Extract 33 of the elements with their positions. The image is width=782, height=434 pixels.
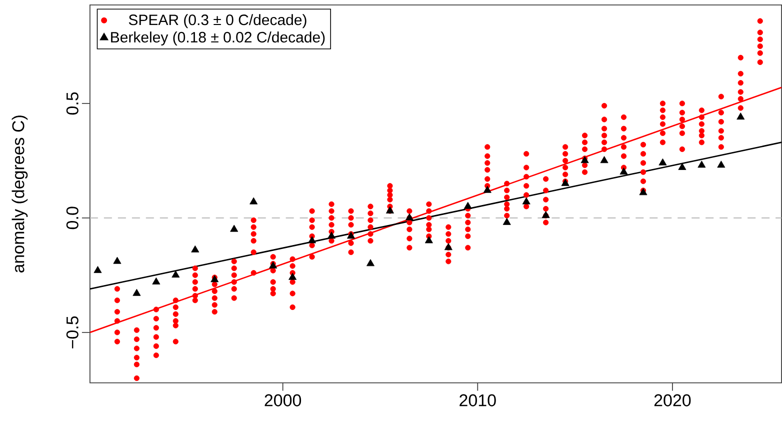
point [736,112,745,120]
point [483,186,492,193]
point [717,160,726,168]
point [366,259,374,266]
point [308,236,316,244]
point [464,202,472,209]
y-tick-label: 0.5 [66,92,78,115]
point [250,197,258,204]
y-tick-label: 0.0 [66,206,78,230]
point [522,197,530,204]
y-axis-title: anomaly (degrees C) [12,116,28,273]
point [172,270,180,278]
point [94,266,102,274]
point [288,272,297,280]
point [152,278,160,285]
point [328,232,336,239]
point [132,289,141,296]
point [230,224,238,232]
x-tick-label: 2020 [654,394,691,406]
point [191,246,200,253]
legend-label: Berkeley (0.18 ± 0.02 C/decade) [111,32,325,46]
point [502,218,511,226]
point [113,256,122,264]
legend-label: SPEAR (0.3 ± 0 C/decade) [128,14,306,28]
point [678,163,686,170]
point [658,158,667,166]
x-tick-label: 2010 [460,394,496,406]
point [620,168,628,175]
x-tick-label: 2000 [264,394,302,406]
point [424,236,433,244]
point [600,156,608,164]
point [698,160,706,168]
y-tick-label: −0.5 [66,316,78,348]
